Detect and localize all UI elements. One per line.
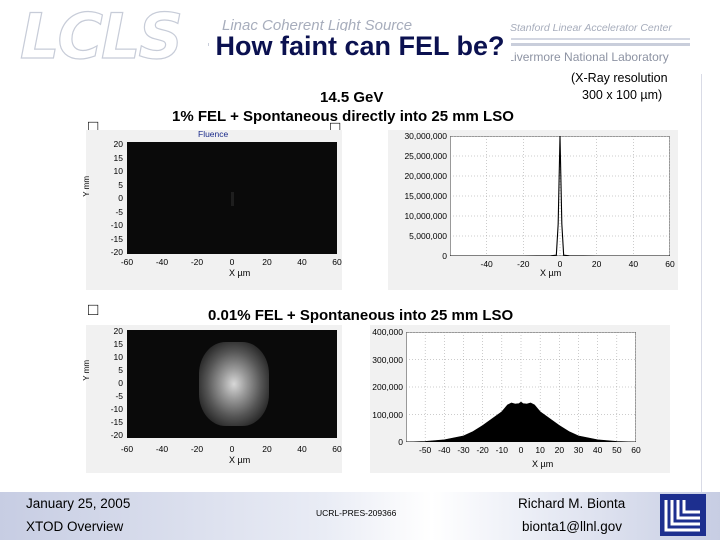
slide-title: How faint can FEL be? [0, 31, 720, 62]
image-x-tick-label: -60 [120, 444, 134, 454]
bottom-chart-xlabel: X µm [532, 459, 554, 469]
image-x-tick-label: -20 [190, 444, 204, 454]
image-y-tick-label: -15 [110, 233, 123, 244]
image-x-tick-label: 0 [229, 444, 235, 454]
top-caption: 1% FEL + Spontaneous directly into 25 mm… [172, 108, 514, 125]
image-y-tick-label: 10 [113, 166, 123, 176]
x-tick-label: -30 [457, 445, 470, 455]
x-tick-label: -20 [517, 259, 530, 269]
image-x-tick-label: 60 [332, 444, 342, 454]
image-x-tick-label: 20 [262, 444, 272, 454]
image-x-tick-label: -40 [155, 444, 169, 454]
spontaneous-glow [199, 342, 269, 426]
image-y-tick-label: -20 [110, 247, 123, 257]
image-y-tick-label: -5 [115, 391, 123, 401]
top-chart-xlabel: X µm [540, 268, 562, 278]
bottom-caption: 0.01% FEL + Spontaneous into 25 mm LSO [208, 307, 514, 324]
image-y-tick-label: 0 [118, 378, 123, 388]
bottom-image-xlabel: X µm [229, 455, 251, 465]
image-y-tick-label: 10 [113, 352, 123, 362]
xray-resolution-line1: (X-Ray resolution [571, 71, 668, 85]
header-rule-2 [470, 38, 690, 40]
footer-meeting: XTOD Overview [26, 519, 124, 534]
image-x-tick-label: 40 [297, 257, 307, 267]
image-x-tick-label: -40 [155, 257, 169, 267]
x-tick-label: 30 [573, 445, 584, 455]
x-tick-label: -40 [438, 445, 451, 455]
lcls-logo: LCLS [19, 0, 183, 73]
xray-resolution-line2: 300 x 100 µm) [582, 88, 663, 102]
top-lineout-chart [450, 136, 670, 256]
image-y-tick-label: 5 [118, 365, 123, 375]
bullet-icon: □ [330, 118, 341, 137]
y-tick-label: 30,000,000 [404, 131, 447, 141]
fel-spot [231, 192, 234, 206]
image-x-tick-label: -60 [120, 257, 134, 267]
x-tick-label: 40 [592, 445, 603, 455]
top-image-xlabel: X µm [229, 268, 251, 278]
x-tick-label: 20 [591, 259, 602, 269]
image-y-tick-label: 20 [113, 326, 123, 336]
image-y-tick-label: 0 [118, 193, 123, 203]
image-y-tick-label: 20 [113, 139, 123, 149]
bottom-fluence-image [127, 330, 337, 438]
y-tick-label: 0 [398, 437, 403, 447]
x-tick-label: -50 [419, 445, 432, 455]
x-tick-label: 50 [612, 445, 622, 455]
footer-date: January 25, 2005 [26, 496, 131, 511]
x-tick-label: 20 [554, 445, 565, 455]
footer-email[interactable]: bionta1@llnl.gov [522, 519, 623, 534]
x-tick-label: -20 [476, 445, 489, 455]
y-tick-label: 400,000 [372, 327, 403, 337]
bullet-icon: □ [88, 300, 99, 319]
center-name: Stanford Linear Accelerator Center [510, 22, 672, 34]
image-y-tick-label: -10 [110, 404, 123, 414]
y-tick-label: 0 [442, 251, 447, 261]
image-y-tick-label: 15 [113, 152, 123, 163]
slide-footer [0, 492, 720, 540]
y-tick-label: 20,000,000 [404, 171, 447, 181]
x-tick-label: 60 [631, 445, 641, 455]
bullet-icon: □ [88, 117, 99, 136]
footer-report-number: UCRL-PRES-209366 [316, 508, 397, 518]
image-y-tick-label: -5 [115, 206, 123, 217]
x-tick-label: 0 [557, 259, 563, 269]
y-tick-label: 200,000 [372, 382, 403, 392]
x-tick-label: -40 [480, 259, 493, 269]
y-tick-label: 100,000 [372, 409, 403, 420]
image-x-tick-label: 60 [332, 257, 342, 267]
project-name: Linac Coherent Light Source [222, 17, 413, 34]
image-x-tick-label: 20 [262, 257, 272, 267]
series-line [406, 401, 636, 442]
footer-author: Richard M. Bionta [518, 496, 626, 511]
image-y-tick-label: 5 [118, 179, 123, 190]
x-tick-label: 0 [518, 445, 524, 455]
x-tick-label: 40 [628, 259, 639, 269]
energy-label: 14.5 GeV [320, 89, 384, 106]
x-tick-label: -10 [495, 445, 508, 455]
x-tick-label: 10 [535, 445, 545, 455]
image-y-tick-label: -15 [110, 417, 123, 427]
image-y-tick-label: 15 [113, 339, 123, 349]
image-y-tick-label: -20 [110, 430, 123, 440]
y-tick-label: 15,000,000 [404, 191, 447, 201]
x-tick-label: 60 [665, 259, 675, 269]
image-y-tick-label: -10 [110, 220, 123, 230]
bottom-lineout-chart [406, 332, 636, 442]
llnl-logo-icon [660, 494, 706, 536]
image-x-tick-label: -20 [190, 257, 204, 267]
y-tick-label: 10,000,000 [404, 211, 447, 221]
top-fluence-image [127, 142, 337, 254]
y-tick-label: 5,000,000 [409, 231, 447, 241]
image-x-tick-label: 0 [229, 257, 235, 267]
y-tick-label: 300,000 [372, 354, 403, 365]
fluence-label: Fluence [198, 129, 229, 139]
y-tick-label: 25,000,000 [404, 151, 447, 161]
image-x-tick-label: 40 [297, 444, 307, 454]
